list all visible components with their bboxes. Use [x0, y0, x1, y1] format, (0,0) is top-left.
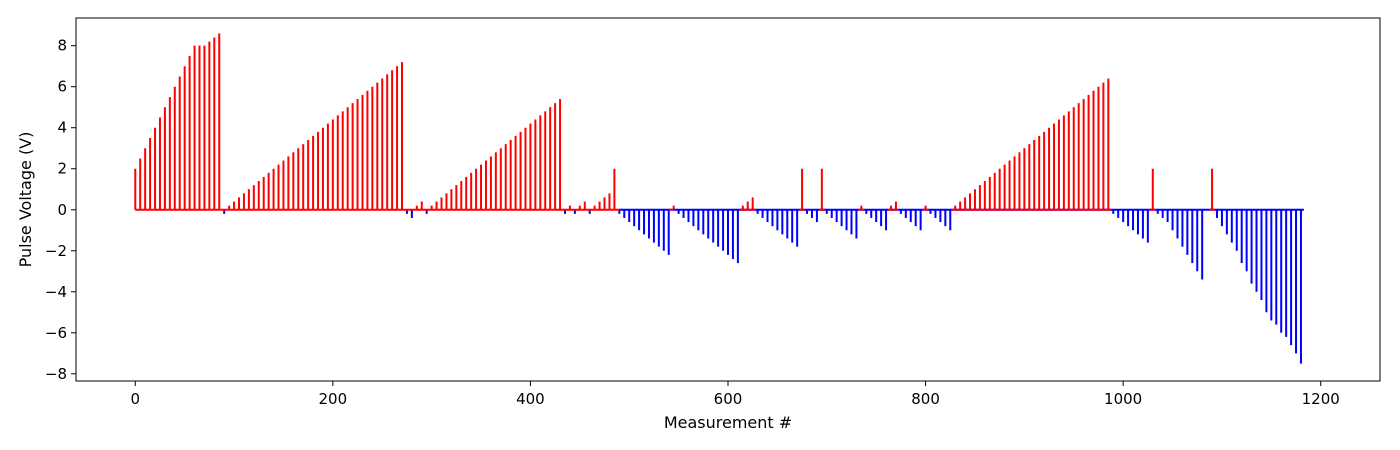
- y-tick-label-4: 0: [57, 201, 67, 219]
- y-tick-label-8: 8: [57, 37, 67, 55]
- x-tick-label-1: 200: [319, 390, 348, 408]
- y-tick-label-2: −4: [45, 283, 67, 301]
- x-tick-label-5: 1000: [1104, 390, 1142, 408]
- y-tick-label-0: −8: [45, 365, 67, 383]
- x-tick-label-6: 1200: [1302, 390, 1340, 408]
- y-tick-label-1: −6: [45, 324, 67, 342]
- y-axis: −8 −6 −4 −2 0 2 4 6 8: [45, 37, 76, 383]
- x-tick-label-3: 600: [714, 390, 743, 408]
- y-tick-label-6: 4: [57, 119, 67, 137]
- x-axis-label: Measurement #: [664, 413, 792, 432]
- x-tick-label-2: 400: [516, 390, 545, 408]
- y-tick-label-5: 2: [57, 160, 67, 178]
- y-axis-label: Pulse Voltage (V): [16, 132, 35, 268]
- x-tick-label-4: 800: [911, 390, 940, 408]
- x-axis: 0 200 400 600 800 1000 1200: [130, 381, 1340, 408]
- y-tick-label-7: 6: [57, 78, 67, 96]
- x-tick-label-0: 0: [130, 390, 140, 408]
- plot-frame: [75, 17, 1381, 382]
- stem-layer: [134, 33, 1302, 364]
- y-tick-label-3: −2: [45, 242, 67, 260]
